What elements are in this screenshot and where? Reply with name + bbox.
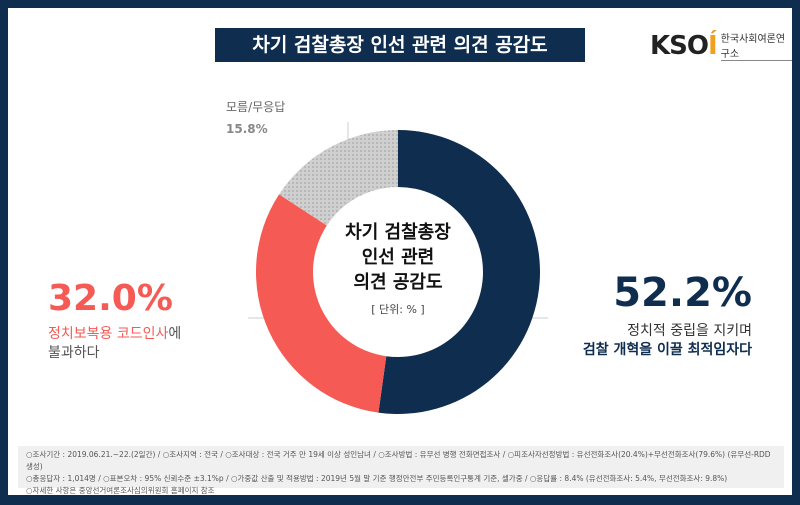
- unit-label: [ 단위: % ]: [371, 303, 425, 316]
- unknown-label: 모름/무응답 15.8%: [226, 100, 286, 136]
- positive-label: 52.2% 정치적 중립을 지키며 검찰 개혁을 이끌 최적임자다: [582, 270, 752, 358]
- donut-slice-1: [256, 194, 387, 413]
- ksoi-logo: KSOÍ 한국사회여론연구소: [650, 30, 792, 61]
- page-title: 차기 검찰총장 인선 관련 의견 공감도: [215, 28, 585, 62]
- survey-footnote: ○조사기간 : 2019.06.21.~22.(2일간) / ○조사지역 : 전…: [18, 446, 784, 495]
- infographic-card: 차기 검찰총장 인선 관련 의견 공감도 KSOÍ 한국사회여론연구소 차기 검…: [8, 8, 792, 495]
- negative-label: 32.0% 정치보복용 코드인사에 불과하다: [48, 278, 182, 361]
- logo-text: 한국사회여론연구소: [720, 30, 792, 61]
- donut-chart: [248, 122, 548, 414]
- donut-slice-2: [279, 130, 398, 226]
- donut-center-label: 차기 검찰총장 인선 관련 의견 공감도 [ 단위: % ]: [308, 220, 488, 317]
- donut-slice-0: [378, 130, 541, 414]
